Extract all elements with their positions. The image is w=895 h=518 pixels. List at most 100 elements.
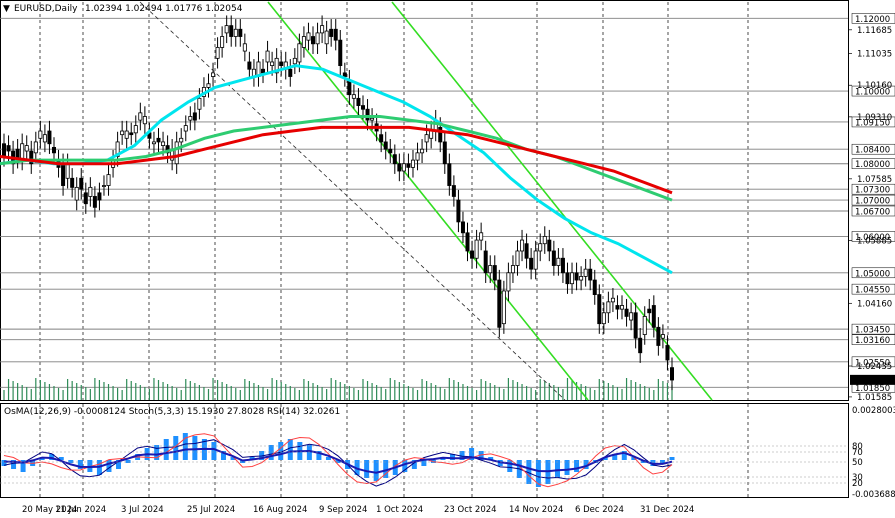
candle-body — [288, 68, 293, 77]
key-level-tag — [851, 283, 895, 295]
osma-bar — [306, 445, 312, 460]
candle-body — [588, 268, 593, 281]
candle-body — [51, 146, 56, 154]
stoch-main-line — [3, 439, 673, 487]
osma-scale-high: 0.00280030 — [852, 406, 895, 416]
candle-body — [324, 30, 329, 45]
candle-body — [156, 137, 161, 143]
osma-bar — [583, 460, 589, 469]
candle-body — [229, 25, 234, 37]
key-level-tag — [851, 183, 895, 195]
osma-bar — [77, 460, 83, 469]
candle-body — [179, 137, 184, 143]
osma-bar — [125, 460, 131, 463]
candle-body — [492, 265, 497, 281]
key-level-label: 1.08400 — [855, 146, 890, 156]
scale-tick-label: 1.07585 — [857, 175, 892, 185]
time-axis-label: 16 Aug 2024 — [253, 505, 307, 515]
key-level-tag — [851, 334, 895, 345]
candle-body — [542, 236, 547, 245]
time-axis-label: 9 Sep 2024 — [319, 505, 367, 515]
candle-body — [520, 239, 525, 252]
osma-bar — [669, 457, 675, 460]
osma-bar — [1, 460, 7, 466]
osma-bar — [383, 460, 389, 478]
candle-body — [333, 28, 338, 41]
candle-body — [442, 141, 447, 165]
scale-tick-label: 1.04160 — [857, 299, 892, 309]
candle-body — [70, 177, 75, 188]
candle-body — [61, 163, 66, 186]
key-level-tag — [851, 267, 895, 279]
candle-body — [456, 199, 461, 223]
candle-body — [560, 257, 565, 274]
candle-body — [6, 145, 11, 152]
candle-body — [101, 185, 106, 187]
candle-body — [329, 28, 334, 37]
osma-bar — [211, 442, 217, 460]
candle-body — [460, 221, 465, 234]
osma-bar — [507, 460, 513, 472]
key-level-tag — [851, 116, 895, 128]
osma-bar — [535, 460, 541, 487]
key-level-label: 1.03450 — [855, 326, 890, 336]
candle-body — [429, 130, 434, 139]
candle-body — [620, 305, 625, 310]
candle-body — [242, 43, 247, 52]
candle-body — [615, 305, 620, 310]
scale-tick-label: 1.11685 — [857, 26, 892, 36]
candle-body — [524, 243, 529, 259]
indicators-label: OsMA(12,26,9) -0.0008124 Stoch(5,3,3) 15… — [4, 407, 340, 417]
osma-bar — [163, 439, 169, 460]
candle-body — [451, 185, 456, 197]
candle-body — [279, 61, 284, 67]
key-level-tag — [851, 205, 895, 217]
osma-bar — [612, 454, 618, 460]
osma-bar — [459, 451, 465, 460]
moving-average-lines — [0, 64, 673, 275]
osma-bar — [335, 460, 341, 463]
osma-bar — [173, 436, 179, 460]
candle-body — [579, 276, 584, 281]
ohlc-values: 1.02394 1.02494 1.01776 1.02054 — [85, 4, 243, 14]
candle-body — [342, 72, 347, 77]
key-level-tag — [851, 231, 895, 242]
candle-body — [297, 43, 302, 63]
osma-bar — [58, 457, 64, 460]
candle-body — [365, 108, 370, 121]
candle-body — [33, 141, 38, 154]
candle-body — [42, 134, 47, 143]
candle-body — [606, 301, 611, 314]
candle-body — [570, 272, 575, 285]
candle-body — [592, 279, 597, 295]
key-level-label: 1.07000 — [855, 197, 890, 207]
candle-body — [351, 94, 356, 99]
candlestick-series — [2, 15, 675, 391]
key-level-label: 1.06700 — [855, 207, 890, 217]
osma-bar — [621, 451, 627, 460]
candle-body — [651, 305, 656, 328]
candle-body — [510, 265, 515, 274]
osma-bar — [659, 460, 665, 463]
candle-body — [610, 297, 615, 303]
candle-body — [83, 192, 88, 205]
candle-body — [88, 186, 93, 197]
candle-body — [129, 132, 134, 136]
candle-body — [383, 141, 388, 150]
osma-bar — [182, 433, 188, 460]
rsi-line — [3, 447, 673, 474]
key-level-lines — [0, 17, 848, 388]
osma-bar — [478, 451, 484, 460]
candle-body — [401, 163, 406, 172]
ma_slow-line — [0, 125, 673, 195]
osma-bar — [554, 460, 560, 478]
candle-body — [133, 125, 138, 134]
oscillator-level-label: 80 — [852, 442, 863, 452]
time-axis-label: 31 Dec 2024 — [640, 505, 694, 515]
osma-bar — [11, 460, 17, 469]
candle-body — [556, 257, 561, 266]
osma-bar — [602, 457, 608, 460]
candle-body — [397, 163, 402, 172]
